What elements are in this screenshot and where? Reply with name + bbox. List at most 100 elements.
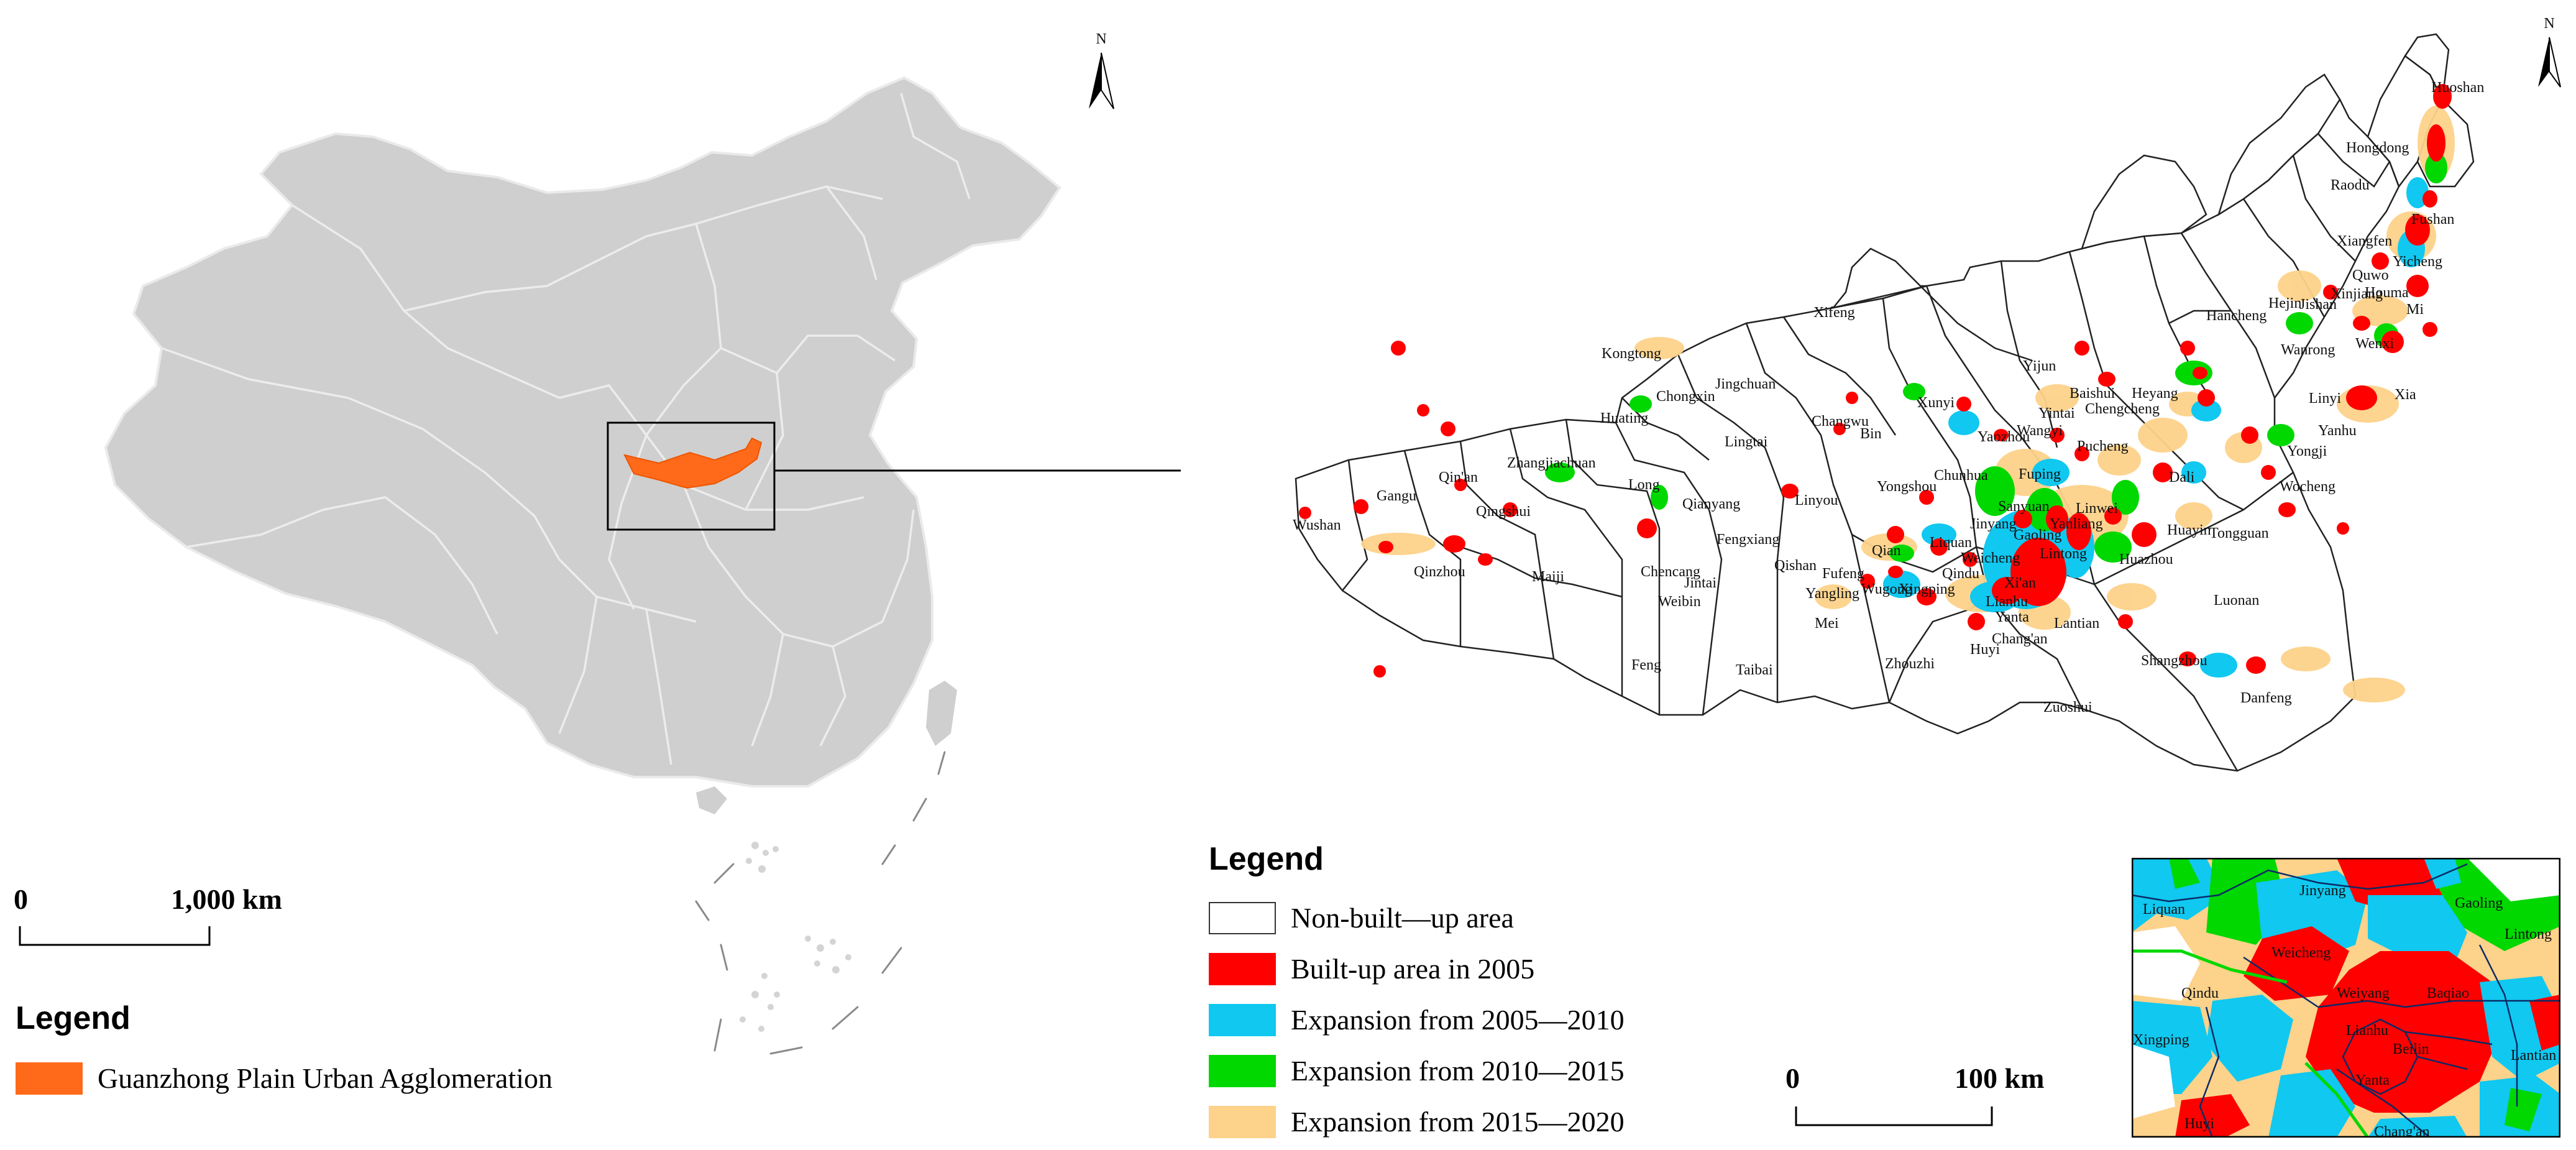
label-huating: Huating: [1600, 410, 1648, 426]
label-feng: Feng: [1631, 657, 1661, 673]
label-gaoling: Gaoling: [2014, 527, 2061, 543]
label-danfeng: Danfeng: [2240, 690, 2292, 706]
guanzhong-detail-map: Wushan Gangu Qin'an Zhangjiachuan Qingsh…: [1293, 16, 2561, 772]
legend-row-exp-2010-2015: Expansion from 2010—2015: [1209, 1054, 1625, 1087]
label-yongji: Yongji: [2287, 443, 2327, 459]
inset-label-beilin: Beilin: [2393, 1041, 2429, 1057]
label-baishui: Baishui: [2070, 385, 2115, 402]
inset-label-huyi: Huyi: [2184, 1116, 2214, 1132]
label-tongguan: Tongguan: [2209, 525, 2269, 541]
label-jinyang: Jinyang: [1970, 516, 2017, 532]
label-dali: Dali: [2169, 469, 2195, 485]
right-scale-start: 0: [1785, 1062, 1800, 1094]
left-scale-end: 1,000 km: [171, 883, 282, 915]
label-mei: Mei: [1815, 615, 1839, 632]
legend-row-nonbuilt: Non-built—up area: [1209, 901, 1514, 934]
label-quwo: Quwo: [2352, 267, 2389, 283]
label-hejin: Hejin: [2268, 295, 2301, 311]
label-linwei: Linwei: [2076, 500, 2118, 517]
highlight-frame: [607, 421, 776, 531]
label-huoshan: Huoshan: [2431, 80, 2484, 96]
label-weicheng: Weicheng: [1961, 550, 2020, 566]
label-hongdong: Hongdong: [2346, 140, 2409, 156]
xian-inset-map: Liquan Jinyang Gaoling Weicheng Lintong …: [2132, 858, 2560, 1138]
inset-label-yanta: Yanta: [2355, 1072, 2390, 1088]
inset-label-weiyang: Weiyang: [2337, 985, 2390, 1001]
label-yicheng: Yicheng: [2393, 254, 2442, 270]
label-xian: Xi'an: [2004, 575, 2036, 591]
inset-label-qindu: Qindu: [2181, 985, 2219, 1001]
guanzhong-highlight: [623, 437, 763, 489]
label-qingshui: Qingshui: [1476, 504, 1531, 520]
right-scale-bar: [1795, 1106, 1993, 1126]
label-huayin: Huayin: [2167, 522, 2211, 538]
north-label-right: N: [2544, 16, 2554, 32]
china-overview-map: N: [104, 31, 1181, 1055]
left-legend-title: Legend: [16, 1000, 131, 1036]
left-legend-label: Guanzhong Plain Urban Agglomeration: [98, 1062, 553, 1094]
left-legend-item: Guanzhong Plain Urban Agglomeration: [16, 1062, 552, 1095]
left-scale-start: 0: [14, 883, 28, 915]
label-sanyuan: Sanyuan: [1998, 499, 2050, 515]
label-chunhua: Chunhua: [1934, 467, 1988, 484]
label-lianhu: Lianhu: [1986, 594, 2028, 610]
label-shangzhou: Shangzhou: [2141, 653, 2207, 669]
label-heyang: Heyang: [2132, 385, 2178, 402]
south-sea-islands: [740, 842, 851, 1032]
label-luonan: Luonan: [2214, 592, 2259, 609]
label-qishan: Qishan: [1774, 558, 1817, 574]
label-gangu: Gangu: [1377, 488, 1416, 504]
label-zhouzhi: Zhouzhi: [1885, 656, 1935, 672]
label-xunyi: Xunyi: [1917, 395, 1955, 411]
legend-row-exp-2015-2020: Expansion from 2015—2020: [1209, 1105, 1625, 1138]
label-yanhu: Yanhu: [2318, 423, 2357, 439]
legend-label-exp-2015-2020: Expansion from 2015—2020: [1291, 1106, 1625, 1138]
right-scale-end: 100 km: [1955, 1062, 2045, 1094]
label-weibin: Weibin: [1658, 594, 1701, 610]
legend-label-exp-2005-2010: Expansion from 2005—2010: [1291, 1004, 1625, 1036]
label-fengxiang: Fengxiang: [1717, 531, 1779, 548]
legend-swatch-exp-2010-2015: [1209, 1054, 1276, 1087]
legend-swatch-exp-2015-2020: [1209, 1105, 1276, 1138]
builtup-2005: [1299, 84, 2452, 678]
label-xinjiang: Xinjiang: [2331, 286, 2383, 302]
label-yintai: Yintai: [2038, 405, 2075, 421]
legend-label-exp-2010-2015: Expansion from 2010—2015: [1291, 1055, 1625, 1087]
label-kongtong: Kongtong: [1602, 346, 1661, 362]
label-huyi: Huyi: [1970, 642, 2000, 658]
label-jingchuan: Jingchuan: [1715, 376, 1776, 392]
label-jishan: Jishan: [2299, 297, 2337, 313]
inset-label-baqiao: Baqiao: [2427, 985, 2469, 1001]
label-hancheng: Hancheng: [2206, 308, 2267, 324]
legend-swatch-builtup-2005: [1209, 952, 1276, 985]
label-liquan: Liquan: [1930, 535, 1972, 551]
label-fuping: Fuping: [2019, 466, 2061, 482]
legend-label-builtup-2005: Built-up area in 2005: [1291, 953, 1535, 985]
label-mi: Mi: [2406, 301, 2424, 318]
label-wenxi: Wenxi: [2355, 336, 2394, 352]
label-chencang: Chencang: [1641, 564, 1700, 580]
inset-label-jinyang: Jinyang: [2299, 883, 2346, 899]
north-label: N: [1096, 31, 1106, 47]
label-wocheng: Wocheng: [2280, 479, 2335, 495]
label-taibai: Taibai: [1736, 662, 1773, 678]
inset-label-liquan: Liquan: [2143, 901, 2185, 918]
label-huazhou: Huazhou: [2119, 551, 2173, 568]
label-lintong: Lintong: [2040, 546, 2087, 562]
inset-label-lantian: Lantian: [2511, 1047, 2556, 1064]
label-qindu: Qindu: [1942, 566, 1979, 582]
label-wanrong: Wanrong: [2281, 342, 2335, 358]
label-yanta: Yanta: [1995, 609, 2029, 625]
label-linyi: Linyi: [2309, 390, 2341, 407]
label-pucheng: Pucheng: [2077, 438, 2129, 454]
inset-label-xingping: Xingping: [2133, 1032, 2189, 1048]
label-lingtai: Lingtai: [1725, 434, 1768, 450]
china-landmass: [104, 76, 1061, 814]
inset-label-gaoling: Gaoling: [2455, 895, 2503, 911]
label-fushan: Fushan: [2411, 211, 2454, 228]
north-arrow-left: N: [1089, 31, 1114, 109]
label-qinzhou: Qinzhou: [1414, 564, 1465, 580]
label-wugong: Wugong: [1861, 581, 1912, 597]
inset-labels: Liquan Jinyang Gaoling Weicheng Lintong …: [2133, 883, 2556, 1138]
label-xiangfen: Xiangfen: [2337, 233, 2392, 249]
